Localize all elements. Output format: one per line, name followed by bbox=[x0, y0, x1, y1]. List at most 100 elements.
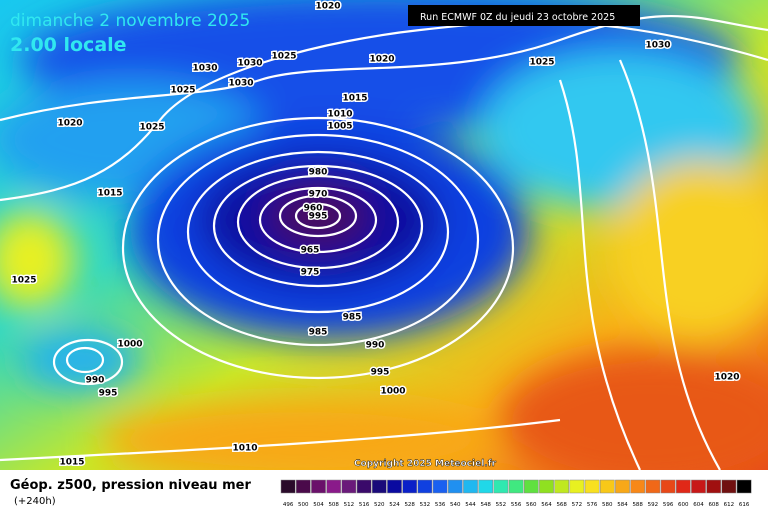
legend-swatch bbox=[599, 479, 615, 494]
legend-swatch bbox=[721, 479, 737, 494]
legend-swatch bbox=[660, 479, 676, 494]
legend-label: 540 bbox=[450, 502, 461, 508]
legend-label: 504 bbox=[313, 502, 324, 508]
isobar-label: 975 bbox=[301, 268, 320, 278]
copyright: Copyright 2025 Meteociel.fr bbox=[354, 459, 497, 469]
legend-label: 560 bbox=[526, 502, 537, 508]
isobar-label: 1025 bbox=[529, 58, 554, 68]
legend-label: 548 bbox=[480, 502, 491, 508]
legend-swatch bbox=[645, 479, 661, 494]
footer-title: Géop. z500, pression niveau mer bbox=[10, 478, 251, 493]
legend-swatch bbox=[675, 479, 691, 494]
legend-label: 608 bbox=[708, 502, 719, 508]
legend-swatch bbox=[569, 479, 585, 494]
legend-swatch bbox=[417, 479, 433, 494]
isobar-label: 1025 bbox=[271, 52, 296, 62]
legend-swatch bbox=[554, 479, 570, 494]
isobar-label: 1020 bbox=[714, 373, 739, 383]
legend-label: 604 bbox=[693, 502, 704, 508]
run-box bbox=[408, 5, 640, 26]
isobar-label: 995 bbox=[309, 212, 328, 222]
legend-label: 564 bbox=[541, 502, 552, 508]
map-time: 2.00 locale bbox=[10, 34, 127, 56]
legend-label: 616 bbox=[739, 502, 750, 508]
legend-label: 612 bbox=[724, 502, 735, 508]
legend-swatch bbox=[706, 479, 722, 494]
legend-swatch bbox=[326, 479, 342, 494]
legend-swatch bbox=[539, 479, 554, 494]
footer-lead: (+240h) bbox=[14, 496, 56, 507]
legend-label: 588 bbox=[632, 502, 643, 508]
isobar-label: 960 bbox=[304, 204, 323, 214]
legend-label: 556 bbox=[511, 502, 522, 508]
isobar-label: 1000 bbox=[117, 340, 142, 350]
legend-swatch bbox=[630, 479, 646, 494]
legend-label: 576 bbox=[587, 502, 598, 508]
legend-label: 536 bbox=[435, 502, 446, 508]
legend-label: 580 bbox=[602, 502, 613, 508]
legend-label: 568 bbox=[556, 502, 567, 508]
isobar-label: 965 bbox=[301, 246, 320, 256]
legend-swatch bbox=[280, 479, 296, 494]
legend-swatch bbox=[615, 479, 630, 494]
isobar-label: 990 bbox=[366, 341, 385, 351]
isobar-label: 1010 bbox=[232, 444, 257, 454]
legend-swatch bbox=[447, 479, 463, 494]
isobar-label: 1030 bbox=[645, 41, 670, 51]
isobar-label: 995 bbox=[99, 389, 118, 399]
legend-swatch bbox=[691, 479, 706, 494]
legend-swatch bbox=[295, 479, 311, 494]
isobar-label: 1015 bbox=[59, 458, 84, 468]
legend-label: 600 bbox=[678, 502, 689, 508]
isobar-label: 1010 bbox=[327, 110, 352, 120]
map-area bbox=[0, 0, 768, 470]
isobar-label: 1025 bbox=[170, 86, 195, 96]
isobar-label: 985 bbox=[343, 313, 362, 323]
map-date: dimanche 2 novembre 2025 bbox=[10, 11, 250, 31]
legend-swatch bbox=[311, 479, 326, 494]
legend-swatch bbox=[736, 479, 752, 494]
isobar-label: 1015 bbox=[342, 94, 367, 104]
legend-swatch bbox=[508, 479, 524, 494]
isobar-label: 1025 bbox=[11, 276, 36, 286]
legend-label: 572 bbox=[572, 502, 583, 508]
isobar-label: 1030 bbox=[192, 64, 217, 74]
legend-swatch bbox=[356, 479, 372, 494]
isobar-label: 1015 bbox=[97, 189, 122, 199]
legend-swatch bbox=[371, 479, 387, 494]
legend-swatch bbox=[463, 479, 478, 494]
isobar-label: 970 bbox=[309, 190, 328, 200]
legend-label: 584 bbox=[617, 502, 628, 508]
legend-swatch bbox=[584, 479, 600, 494]
legend-label: 544 bbox=[465, 502, 476, 508]
isobar-label: 990 bbox=[86, 376, 105, 386]
isobar-label: 985 bbox=[309, 328, 328, 338]
legend-label: 524 bbox=[389, 502, 400, 508]
legend-label: 496 bbox=[283, 502, 294, 508]
isobar-label: 1005 bbox=[327, 122, 352, 132]
legend-swatch bbox=[432, 479, 448, 494]
isobar-label: 1030 bbox=[228, 79, 253, 89]
isobar-label: 1020 bbox=[57, 119, 82, 129]
run-info: Run ECMWF 0Z du jeudi 23 octobre 2025 bbox=[420, 12, 615, 23]
legend-label: 508 bbox=[328, 502, 339, 508]
legend-swatch bbox=[387, 479, 402, 494]
legend-swatch bbox=[523, 479, 539, 494]
legend-label: 596 bbox=[663, 502, 674, 508]
legend-label: 528 bbox=[404, 502, 415, 508]
legend-label: 552 bbox=[496, 502, 507, 508]
legend-label: 592 bbox=[648, 502, 659, 508]
isobar-label: 995 bbox=[371, 368, 390, 378]
isobar-label: 1025 bbox=[139, 123, 164, 133]
isobar-label: 1000 bbox=[380, 387, 405, 397]
isobar-label: 1020 bbox=[369, 55, 394, 65]
legend-swatch bbox=[493, 479, 509, 494]
isobar-label: 1030 bbox=[237, 59, 262, 69]
legend-label: 512 bbox=[344, 502, 355, 508]
legend-swatch bbox=[478, 479, 494, 494]
isobar-label: 1020 bbox=[315, 2, 340, 12]
legend-swatch bbox=[341, 479, 357, 494]
legend-swatch bbox=[402, 479, 418, 494]
legend-label: 520 bbox=[374, 502, 385, 508]
